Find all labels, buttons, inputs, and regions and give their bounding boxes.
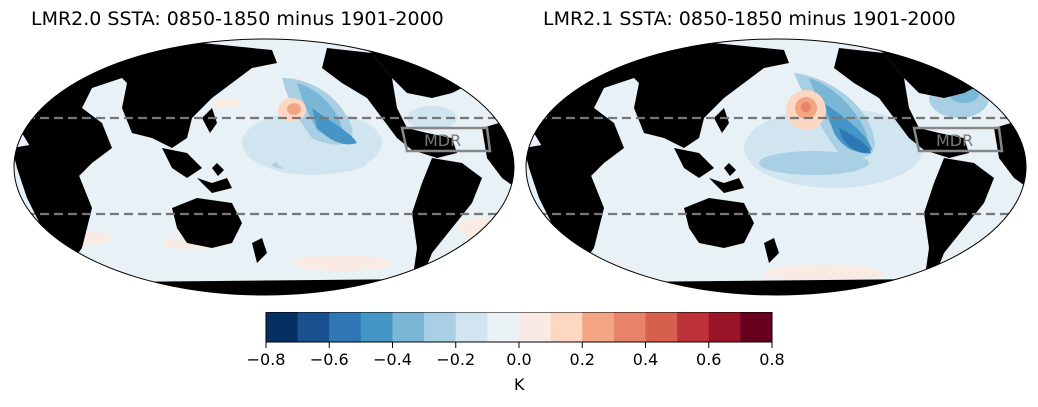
colorbar-tick-label: −0.6 bbox=[309, 350, 349, 369]
colorbar-swatch bbox=[392, 312, 425, 342]
map-border bbox=[13, 38, 515, 296]
panel-title-lmr21: LMR2.1 SSTA: 0850-1850 minus 1901-2000 bbox=[543, 8, 956, 30]
colorbar-swatch bbox=[645, 312, 678, 342]
colorbar-tick-label: 0.4 bbox=[632, 350, 659, 369]
colorbar-swatch bbox=[297, 312, 330, 342]
mdr-box bbox=[912, 126, 1004, 153]
colorbar-swatch bbox=[582, 312, 615, 342]
colorbar-swatches bbox=[266, 312, 773, 342]
colorbar-tick-label: −0.4 bbox=[373, 350, 412, 369]
colorbar-swatch bbox=[519, 312, 552, 342]
colorbar-swatch bbox=[613, 312, 646, 342]
colorbar-swatch bbox=[424, 312, 457, 342]
colorbar-swatch bbox=[487, 312, 520, 342]
colorbar-swatch bbox=[266, 312, 299, 342]
colorbar-swatch bbox=[550, 312, 583, 342]
colorbar-swatch bbox=[360, 312, 393, 342]
colorbar-swatch bbox=[677, 312, 710, 342]
panel-title-lmr20: LMR2.0 SSTA: 0850-1850 minus 1901-2000 bbox=[31, 8, 444, 30]
colorbar-swatch bbox=[708, 312, 741, 342]
colorbar-tick-label: −0.8 bbox=[246, 350, 286, 369]
colorbar-tick-label: −0.2 bbox=[436, 350, 476, 369]
map-border bbox=[525, 38, 1027, 296]
colorbar bbox=[265, 312, 773, 348]
colorbar-ticks bbox=[265, 342, 773, 348]
colorbar-swatch bbox=[329, 312, 362, 342]
mdr-label: MDR bbox=[936, 131, 973, 150]
colorbar-swatch bbox=[740, 312, 773, 342]
colorbar-tick-label: 0.6 bbox=[696, 350, 722, 369]
colorbar-tick-label: 0.2 bbox=[569, 350, 595, 369]
colorbar-tick-label: 0.0 bbox=[506, 350, 532, 369]
colorbar-tick-label: 0.8 bbox=[759, 350, 785, 369]
colorbar-swatch bbox=[455, 312, 488, 342]
map-panel-lmr20: MDR bbox=[12, 38, 516, 296]
mdr-label: MDR bbox=[424, 131, 461, 150]
ssta-field bbox=[32, 78, 507, 271]
mdr-box bbox=[400, 126, 492, 153]
map-panel-lmr21: MDR bbox=[524, 38, 1028, 296]
colorbar-label: K bbox=[514, 375, 525, 394]
